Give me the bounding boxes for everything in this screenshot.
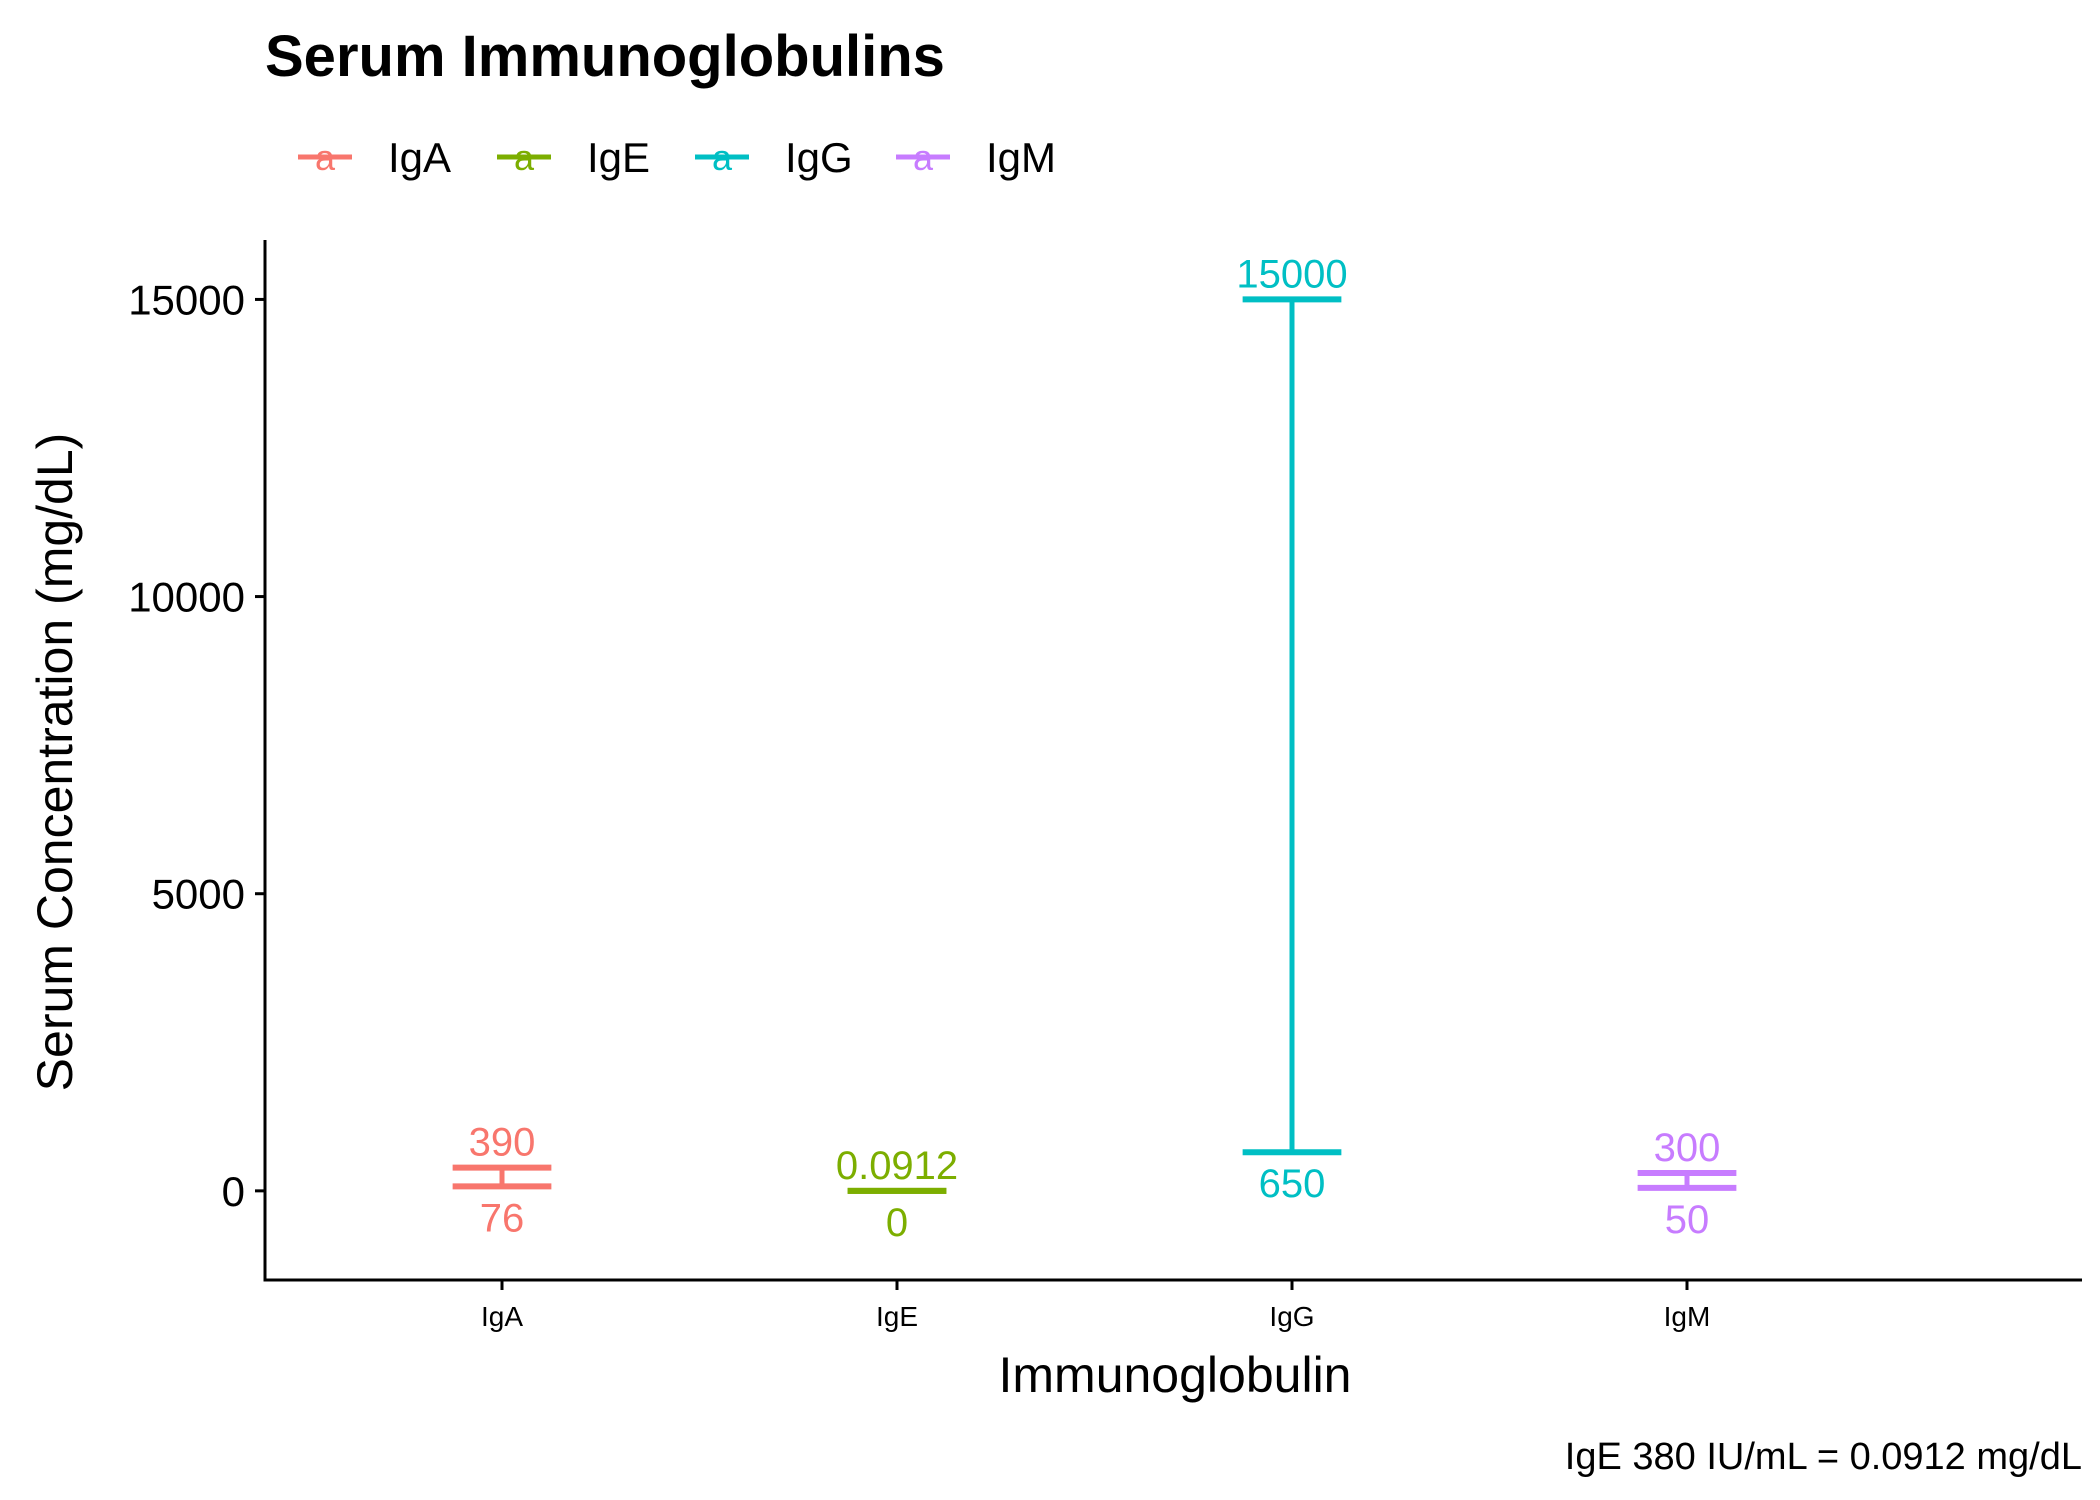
legend-label: IgE	[587, 134, 650, 181]
legend-key-glyph: a	[913, 137, 934, 178]
legend-key-glyph: a	[514, 137, 535, 178]
error-bar-ige: 0.0912 0	[836, 1144, 958, 1245]
error-bar-igg: 15000 650	[1236, 252, 1347, 1206]
data-label-low: 50	[1665, 1198, 1710, 1242]
y-tick-label: 15000	[128, 276, 245, 323]
error-bar-iga: 390 76	[452, 1121, 552, 1240]
legend-item-igm: a IgM	[896, 134, 1056, 181]
legend-key-glyph: a	[315, 137, 336, 178]
x-tick-label: IgM	[1664, 1301, 1711, 1332]
x-axis-title: Immunoglobulin	[999, 1347, 1352, 1403]
data-label-high: 0.0912	[836, 1144, 958, 1188]
y-tick-label: 10000	[128, 574, 245, 621]
legend-item-igg: a IgG	[695, 134, 853, 181]
error-bar-igm: 300 50	[1637, 1126, 1737, 1242]
data-label-low: 76	[480, 1196, 525, 1240]
data-label-high: 15000	[1236, 252, 1347, 296]
plot-area: 0 5000 10000 15000 IgA IgE IgG IgM 390 76 0.0912…	[128, 240, 2082, 1332]
legend-label: IgA	[388, 134, 451, 181]
data-label-low: 650	[1259, 1162, 1326, 1206]
data-label-high: 300	[1654, 1126, 1721, 1170]
y-axis-title: Serum Concentration (mg/dL)	[27, 433, 83, 1092]
legend-item-iga: a IgA	[298, 134, 451, 181]
y-tick-label: 0	[222, 1168, 245, 1215]
x-tick-label: IgE	[876, 1301, 918, 1332]
legend: a IgA a IgE a IgG a IgM	[298, 134, 1056, 181]
legend-key-glyph: a	[712, 137, 733, 178]
legend-item-ige: a IgE	[497, 134, 650, 181]
legend-label: IgM	[986, 134, 1056, 181]
legend-label: IgG	[785, 134, 853, 181]
chart-caption: IgE 380 IU/mL = 0.0912 mg/dL	[1565, 1436, 2082, 1478]
x-tick-label: IgA	[481, 1301, 523, 1332]
chart-title: Serum Immunoglobulins	[265, 24, 945, 89]
data-label-low: 0	[886, 1201, 908, 1245]
error-bars: 390 76 0.0912 0 15000 650 300 50	[452, 252, 1737, 1245]
y-axis-ticks: 0 5000 10000 15000	[128, 276, 265, 1215]
y-tick-label: 5000	[152, 871, 245, 918]
data-label-high: 390	[469, 1121, 536, 1165]
x-axis-ticks: IgA IgE IgG IgM	[481, 1280, 1710, 1332]
x-tick-label: IgG	[1269, 1301, 1314, 1332]
